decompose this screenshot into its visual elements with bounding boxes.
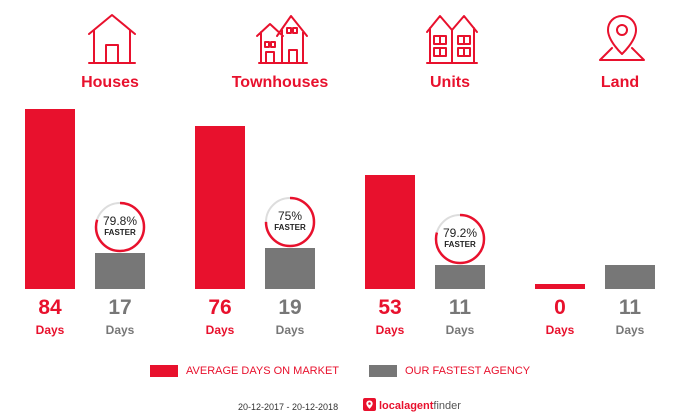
unit-label-units-fastest: Days [445, 323, 475, 337]
category-label-townhouses: Townhouses [231, 74, 329, 91]
brand-logo-icon [363, 398, 376, 411]
legend-swatch-average [150, 365, 178, 377]
faster-ring-progress [434, 214, 486, 265]
value-label-houses-average: 84 [38, 296, 62, 319]
bar-land-average [535, 284, 585, 289]
unit-label-townhouses-fastest: Days [275, 323, 305, 337]
faster-percent-townhouses: 75% [277, 209, 303, 224]
category-label-land: Land [600, 74, 640, 91]
faster-ring-progress [264, 197, 316, 248]
bar-land-fastest [605, 265, 655, 289]
townhouse-icon [255, 12, 309, 66]
value-label-land-average: 0 [554, 296, 566, 319]
faster-percent-houses: 79.8% [102, 213, 138, 228]
land-pin-icon [595, 12, 649, 66]
value-label-townhouses-fastest: 19 [278, 296, 302, 319]
brand-name-agent: agent [404, 400, 434, 412]
category-label-units: Units [430, 74, 470, 91]
brand-name-finder: finder [433, 400, 461, 412]
legend-swatch-fastest [369, 365, 397, 377]
faster-text-houses: FASTER [104, 227, 136, 237]
legend-label-fastest: OUR FASTEST AGENCY [405, 365, 531, 377]
value-label-units-average: 53 [378, 296, 402, 319]
value-label-land-fastest: 11 [618, 296, 642, 319]
date-range: 20-12-2017 - 20-12-2018 [238, 402, 339, 412]
category-label-houses: Houses [81, 74, 139, 91]
brand-name-local: local [379, 400, 405, 412]
faster-percent-units: 79.2% [442, 226, 478, 241]
house-icon [85, 12, 139, 66]
unit-label-units-average: Days [375, 323, 405, 337]
legend-label-average: AVERAGE DAYS ON MARKET [186, 365, 340, 377]
value-label-houses-fastest: 17 [108, 296, 132, 319]
unit-label-land-fastest: Days [615, 323, 645, 337]
value-label-townhouses-average: 76 [208, 296, 232, 319]
bar-townhouses-average [195, 126, 245, 289]
unit-label-townhouses-average: Days [205, 323, 235, 337]
unit-label-houses-average: Days [35, 323, 65, 337]
value-label-units-fastest: 11 [448, 296, 472, 319]
faster-badge-houses: 79.8% FASTER [94, 201, 146, 253]
faster-text-townhouses: FASTER [274, 223, 306, 233]
faster-badge-townhouses: 75% FASTER [264, 196, 316, 248]
bar-units-fastest [435, 265, 485, 289]
faster-text-units: FASTER [444, 240, 476, 250]
faster-ring-progress [94, 201, 146, 252]
faster-badge-units: 79.2% FASTER [434, 213, 486, 265]
units-icon [425, 12, 479, 66]
bar-townhouses-fastest [265, 248, 315, 289]
unit-label-land-average: Days [545, 323, 575, 337]
brand-name: localagentfinder [379, 399, 461, 413]
bar-houses-fastest [95, 252, 145, 289]
bar-houses-average [25, 109, 75, 289]
bar-units-average [365, 175, 415, 289]
unit-label-houses-fastest: Days [105, 323, 135, 337]
